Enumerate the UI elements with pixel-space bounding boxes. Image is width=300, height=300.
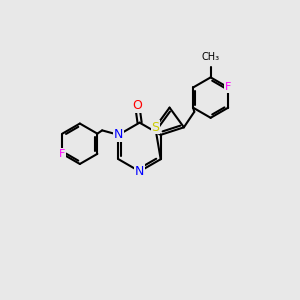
Text: N: N — [114, 128, 123, 141]
Text: F: F — [59, 149, 65, 159]
Text: F: F — [225, 82, 231, 92]
Text: CH₃: CH₃ — [202, 52, 220, 61]
Text: N: N — [135, 165, 144, 178]
Text: S: S — [151, 121, 159, 134]
Text: O: O — [132, 99, 142, 112]
